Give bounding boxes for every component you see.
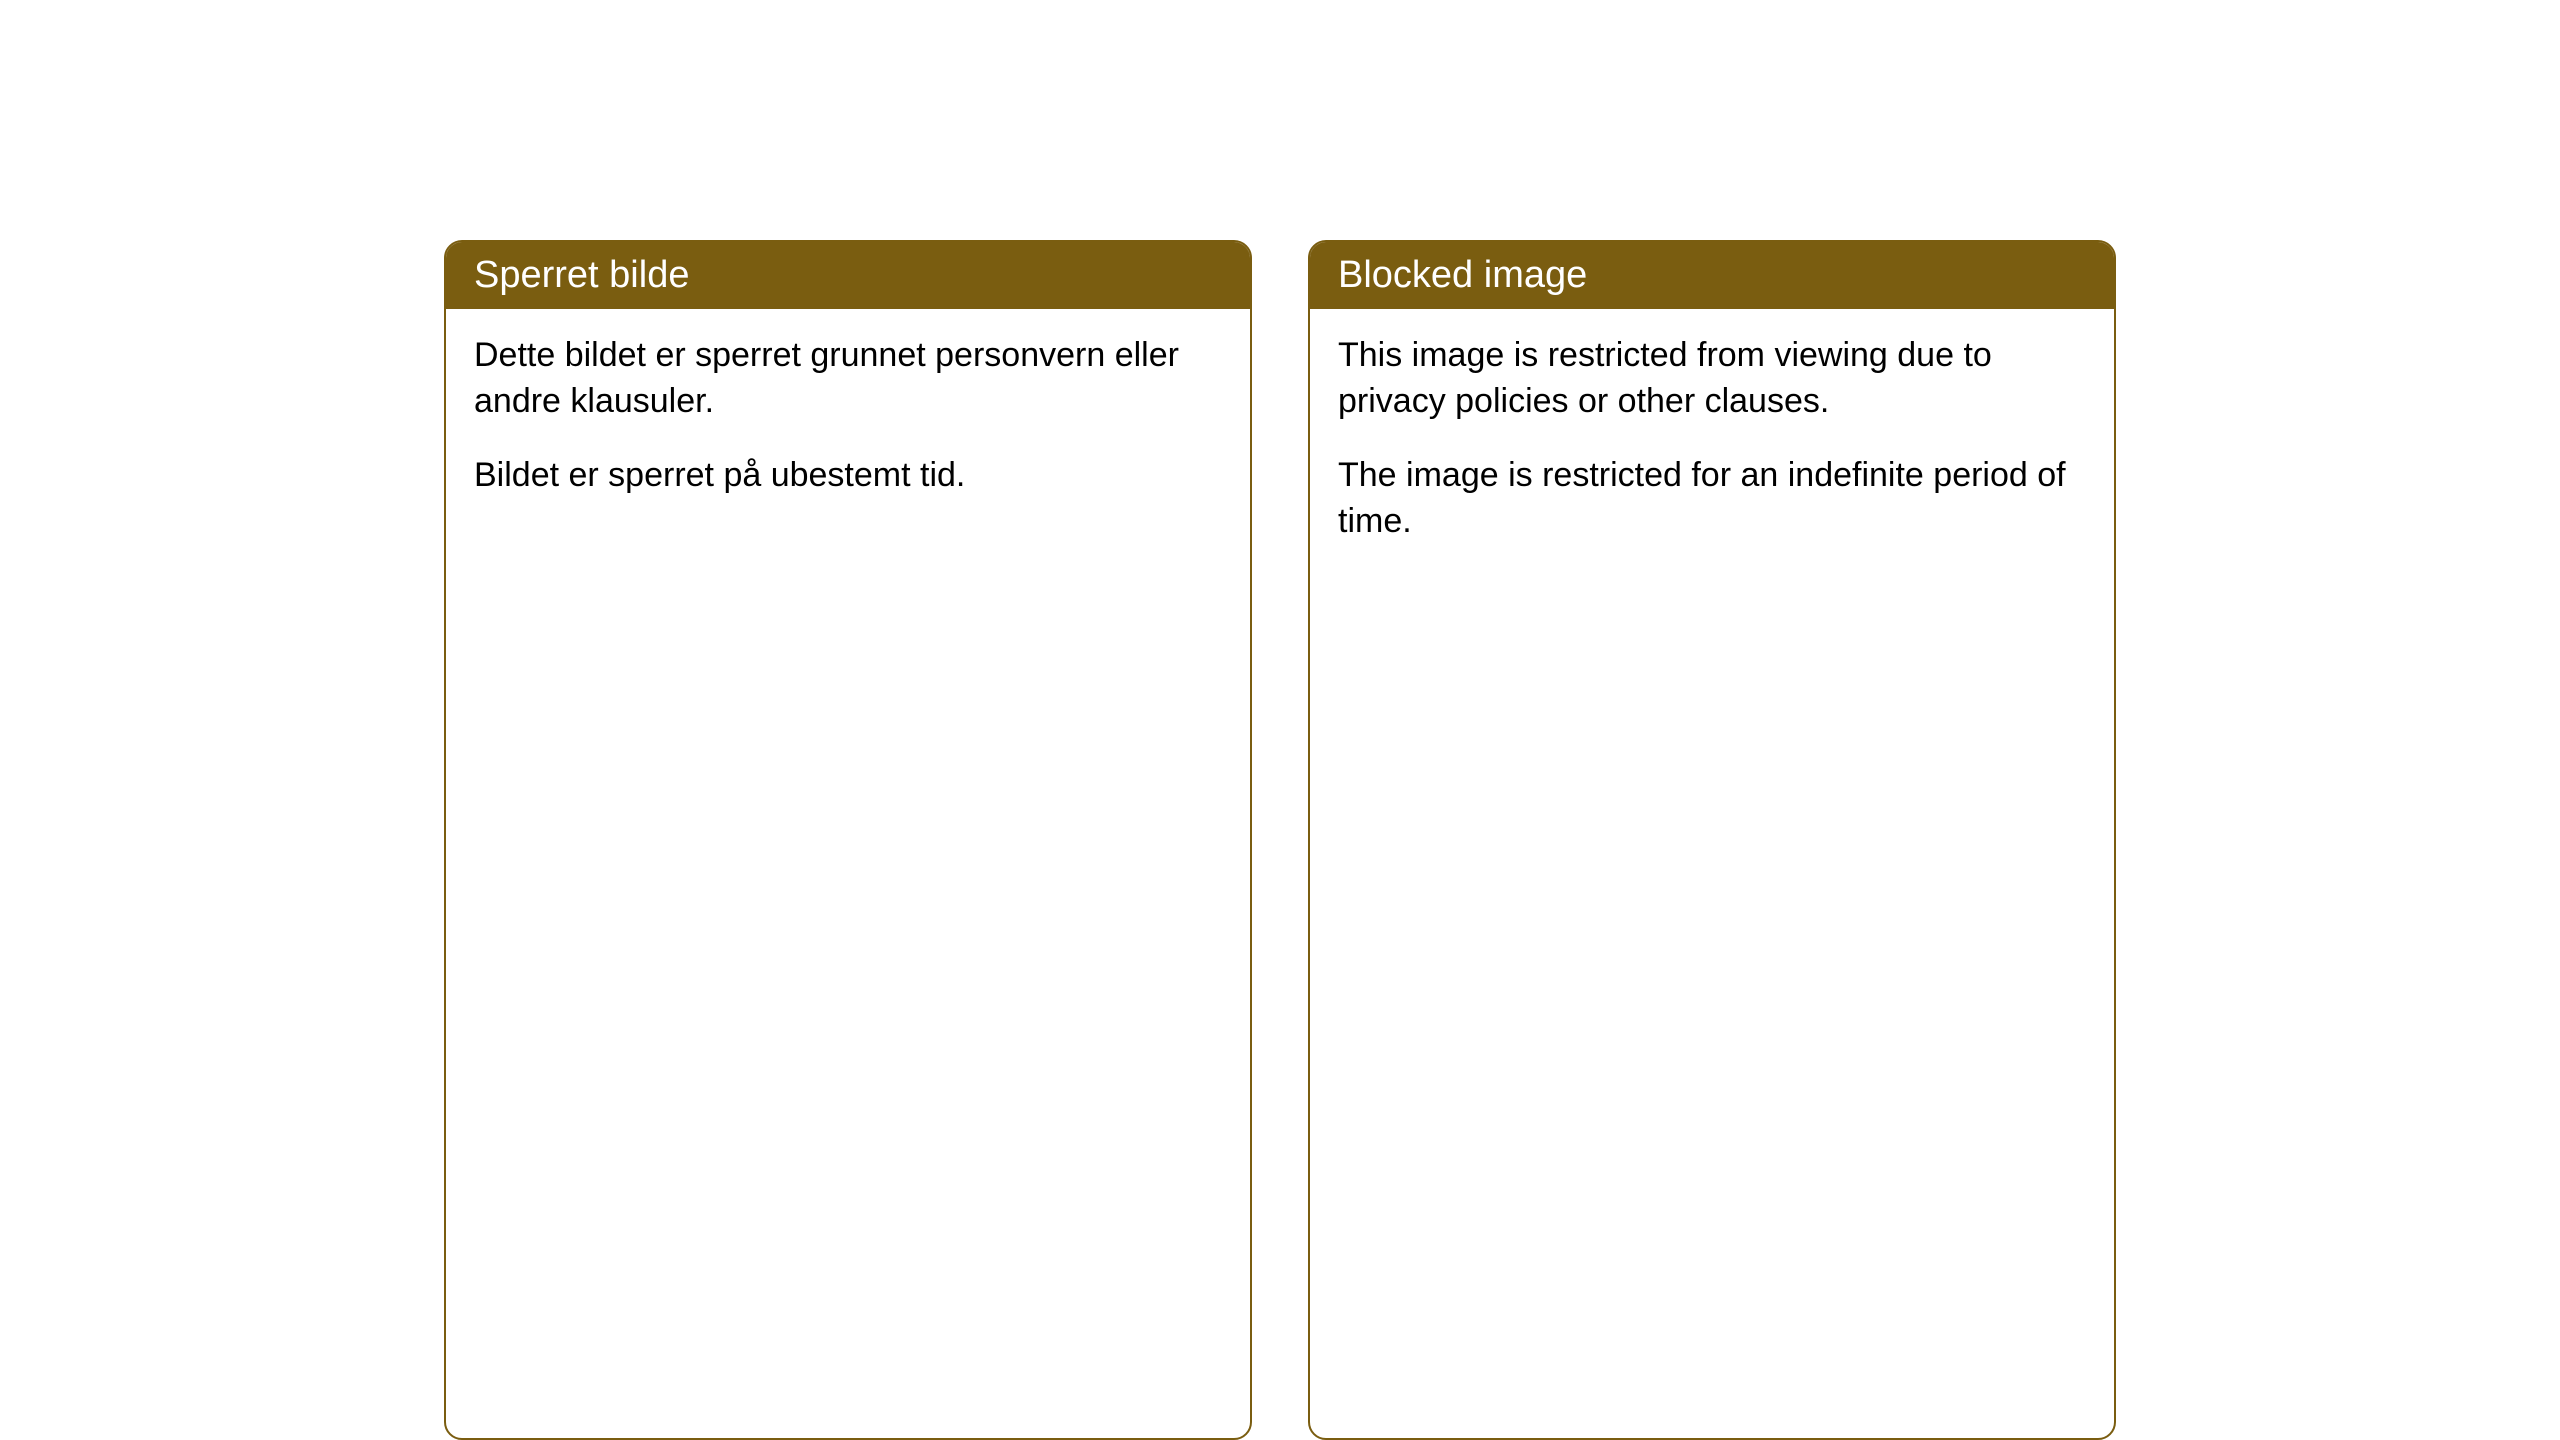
card-para2: Bildet er sperret på ubestemt tid. [474, 453, 1222, 499]
card-header-english: Blocked image [1310, 242, 2114, 309]
cards-container: Sperret bilde Dette bildet er sperret gr… [444, 240, 2116, 1440]
card-norwegian: Sperret bilde Dette bildet er sperret gr… [444, 240, 1252, 1440]
card-english: Blocked image This image is restricted f… [1308, 240, 2116, 1440]
card-body-english: This image is restricted from viewing du… [1310, 309, 2114, 587]
card-title: Sperret bilde [474, 254, 689, 296]
card-para1: Dette bildet er sperret grunnet personve… [474, 333, 1222, 425]
card-header-norwegian: Sperret bilde [446, 242, 1250, 309]
card-para1: This image is restricted from viewing du… [1338, 333, 2086, 425]
card-title: Blocked image [1338, 254, 1587, 296]
card-body-norwegian: Dette bildet er sperret grunnet personve… [446, 309, 1250, 541]
card-para2: The image is restricted for an indefinit… [1338, 453, 2086, 545]
